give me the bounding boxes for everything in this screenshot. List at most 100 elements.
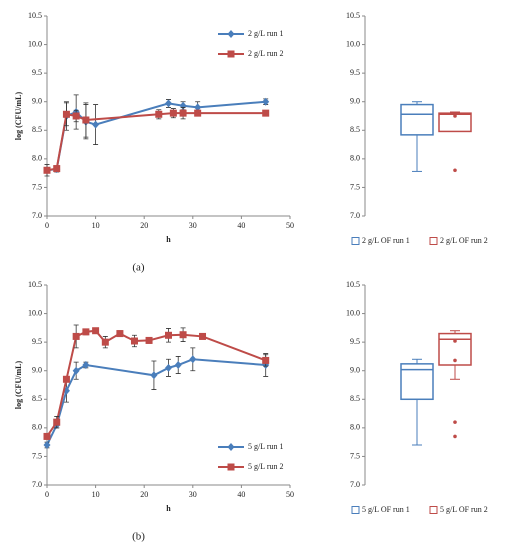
marker bbox=[145, 336, 153, 344]
y-tick-label: 10.0 bbox=[346, 308, 360, 317]
marker bbox=[82, 116, 90, 124]
marker bbox=[174, 361, 182, 369]
marker bbox=[101, 338, 109, 346]
series-line bbox=[46, 112, 266, 172]
marker bbox=[43, 166, 51, 174]
marker bbox=[155, 110, 163, 118]
x-tick-label: 10 bbox=[92, 221, 100, 230]
legend-label: 2 g/L OF run 2 bbox=[440, 236, 488, 245]
x-tick-label: 20 bbox=[140, 221, 148, 230]
y-tick-label: 7.0 bbox=[32, 480, 42, 489]
marker bbox=[179, 331, 187, 339]
marker bbox=[165, 99, 172, 108]
marker bbox=[72, 112, 80, 120]
caption: (b) bbox=[132, 531, 145, 543]
marker bbox=[262, 356, 270, 364]
x-tick-label: 50 bbox=[286, 221, 294, 230]
box bbox=[400, 103, 434, 136]
marker bbox=[262, 109, 270, 117]
marker bbox=[189, 355, 197, 364]
x-axis-label: h bbox=[166, 235, 171, 244]
y-tick-label: 7.0 bbox=[350, 480, 360, 489]
marker bbox=[169, 109, 177, 117]
y-tick-label: 10.0 bbox=[28, 39, 42, 48]
y-tick-label: 7.5 bbox=[32, 182, 42, 191]
marker bbox=[82, 328, 90, 336]
x-tick-label: 50 bbox=[286, 490, 294, 499]
x-tick-label: 0 bbox=[45, 490, 49, 499]
marker bbox=[165, 363, 172, 372]
y-tick-label: 10.0 bbox=[28, 308, 42, 317]
x-tick-label: 20 bbox=[140, 490, 148, 499]
legend-swatch bbox=[429, 506, 438, 514]
y-tick-label: 9.5 bbox=[350, 337, 360, 346]
y-tick-label: 8.5 bbox=[32, 394, 42, 403]
legend-swatch bbox=[351, 237, 360, 245]
outlier bbox=[453, 358, 457, 363]
series-line bbox=[46, 329, 267, 437]
series-line bbox=[46, 358, 266, 446]
marker bbox=[72, 366, 80, 375]
marker bbox=[116, 330, 124, 338]
legend-marker bbox=[227, 463, 235, 471]
legend-label: 2 g/L run 2 bbox=[248, 49, 283, 58]
x-tick-label: 10 bbox=[92, 490, 100, 499]
legend-marker bbox=[227, 443, 235, 451]
legend-label: 2 g/L run 1 bbox=[248, 29, 283, 38]
legend-label: 5 g/L OF run 2 bbox=[440, 505, 488, 514]
y-tick-label: 8.0 bbox=[350, 154, 360, 163]
y-tick-label: 8.0 bbox=[350, 423, 360, 432]
y-axis-label: log (CFU/mL) bbox=[14, 92, 23, 141]
y-tick-label: 7.0 bbox=[32, 211, 42, 220]
marker bbox=[53, 418, 61, 426]
y-tick-label: 8.5 bbox=[32, 125, 42, 134]
outlier bbox=[453, 339, 457, 343]
x-tick-label: 30 bbox=[189, 490, 197, 499]
marker bbox=[150, 371, 158, 380]
y-tick-label: 7.5 bbox=[350, 182, 360, 191]
x-tick-label: 0 bbox=[45, 221, 49, 230]
y-tick-label: 10.5 bbox=[28, 280, 42, 289]
outlier bbox=[453, 114, 457, 118]
legend-label: 5 g/L run 1 bbox=[248, 442, 283, 451]
y-axis-label: log (CFU/mL) bbox=[14, 361, 23, 410]
y-tick-label: 8.0 bbox=[32, 154, 42, 163]
legend-marker bbox=[227, 30, 235, 38]
legend-swatch bbox=[351, 506, 360, 514]
y-tick-label: 9.0 bbox=[32, 366, 42, 375]
y-tick-label: 8.5 bbox=[350, 394, 360, 403]
marker bbox=[62, 110, 70, 118]
marker bbox=[262, 97, 270, 106]
y-tick-label: 8.5 bbox=[350, 125, 360, 134]
marker bbox=[43, 441, 51, 449]
x-tick-label: 40 bbox=[237, 490, 245, 499]
y-tick-label: 8.0 bbox=[32, 423, 42, 432]
marker bbox=[72, 332, 80, 340]
y-tick-label: 9.5 bbox=[350, 68, 360, 77]
y-tick-label: 10.5 bbox=[346, 11, 360, 20]
box bbox=[438, 112, 472, 133]
y-tick-label: 10.5 bbox=[28, 11, 42, 20]
legend-label: 5 g/L run 2 bbox=[248, 462, 283, 471]
marker bbox=[199, 332, 207, 340]
legend-marker bbox=[227, 50, 235, 58]
marker bbox=[82, 361, 90, 369]
legend-label: 2 g/L OF run 1 bbox=[362, 236, 410, 245]
marker bbox=[92, 327, 100, 335]
x-tick-label: 30 bbox=[189, 221, 197, 230]
legend-swatch bbox=[429, 237, 438, 245]
marker bbox=[62, 375, 70, 383]
outlier bbox=[453, 168, 457, 173]
marker bbox=[179, 109, 187, 117]
marker bbox=[92, 120, 100, 129]
y-tick-label: 9.0 bbox=[350, 97, 360, 106]
legend-label: 5 g/L OF run 1 bbox=[362, 505, 410, 514]
y-tick-label: 9.5 bbox=[32, 68, 42, 77]
y-tick-label: 9.0 bbox=[32, 97, 42, 106]
y-tick-label: 10.5 bbox=[346, 280, 360, 289]
outlier bbox=[453, 434, 457, 439]
y-tick-label: 9.5 bbox=[32, 337, 42, 346]
marker bbox=[194, 109, 202, 117]
y-tick-label: 7.5 bbox=[32, 451, 42, 460]
